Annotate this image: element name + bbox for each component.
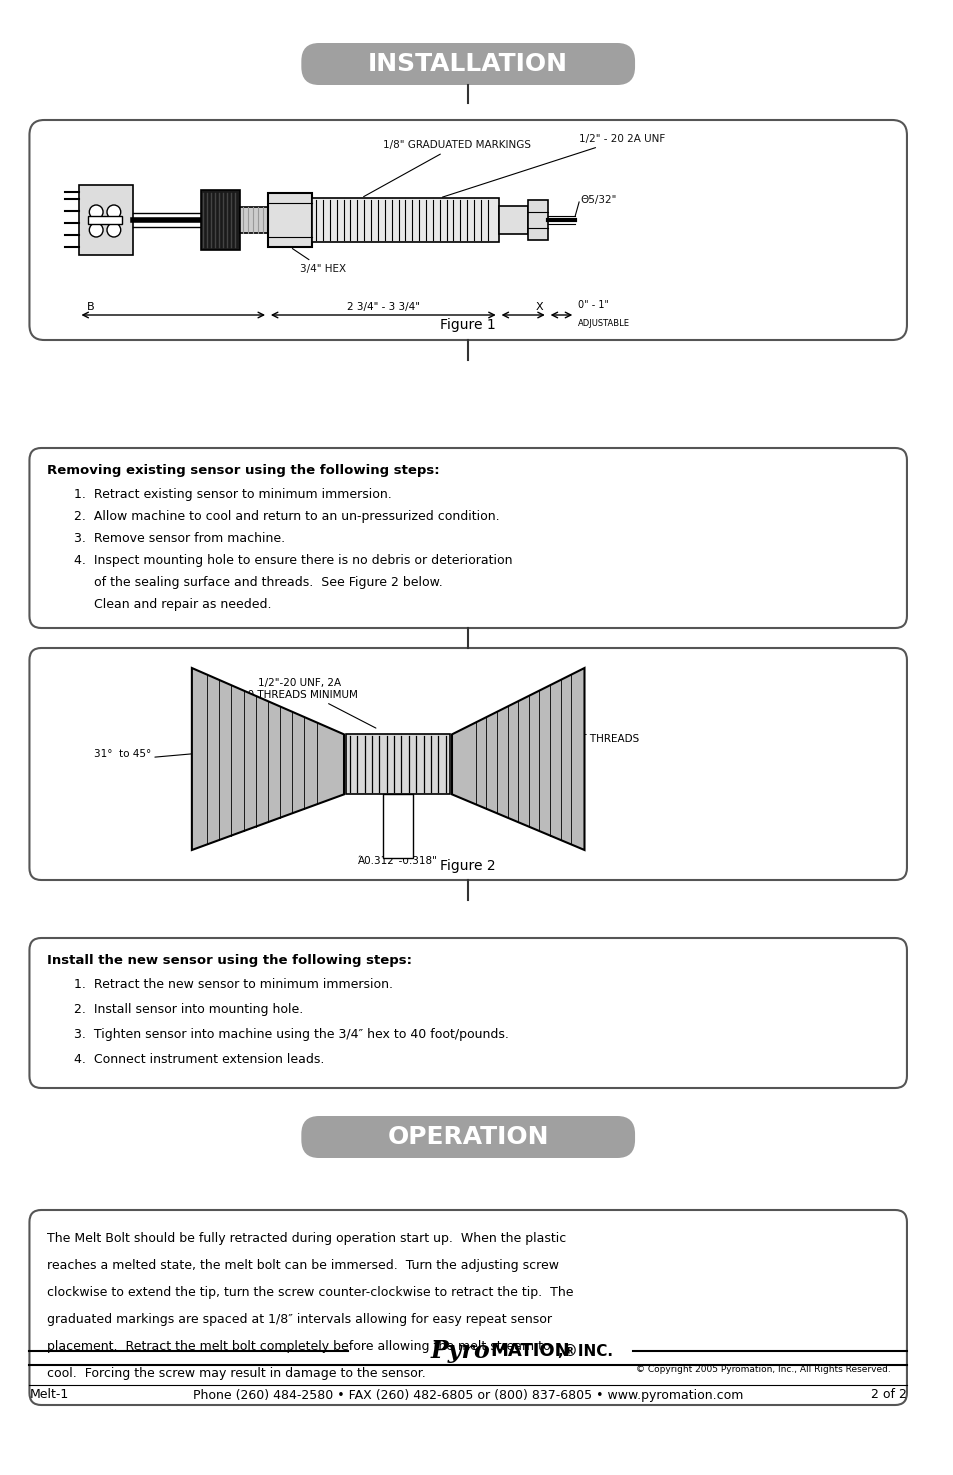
- Text: Figure 2: Figure 2: [440, 858, 496, 873]
- Text: Pyro: Pyro: [431, 1339, 490, 1363]
- Text: placement.  Retract the melt bolt completely before allowing the melt stream to: placement. Retract the melt bolt complet…: [47, 1339, 550, 1353]
- Polygon shape: [452, 668, 584, 850]
- Text: 0" - 1": 0" - 1": [578, 299, 609, 310]
- Text: 3.  Tighten sensor into machine using the 3/4″ hex to 40 foot/pounds.: 3. Tighten sensor into machine using the…: [73, 1028, 508, 1041]
- Text: 0.250": 0.250": [465, 760, 499, 770]
- FancyBboxPatch shape: [30, 938, 906, 1089]
- FancyBboxPatch shape: [30, 119, 906, 341]
- Text: 4.  Connect instrument extension leads.: 4. Connect instrument extension leads.: [73, 1053, 324, 1066]
- Text: 1/8" GRADUATED MARKINGS: 1/8" GRADUATED MARKINGS: [363, 140, 530, 196]
- Text: cool.  Forcing the screw may result in damage to the sensor.: cool. Forcing the screw may result in da…: [47, 1367, 425, 1381]
- Text: of the sealing surface and threads.  See Figure 2 below.: of the sealing surface and threads. See …: [73, 577, 442, 589]
- Bar: [78, 184, 132, 255]
- Text: Phone (260) 484-2580 • FAX (260) 482-6805 or (800) 837-6805 • www.pyromation.com: Phone (260) 484-2580 • FAX (260) 482-680…: [193, 1388, 742, 1401]
- Text: Figure 1: Figure 1: [440, 319, 496, 332]
- Text: 1/2"-20 UNF, 2A
10 THREADS MINIMUM: 1/2"-20 UNF, 2A 10 THREADS MINIMUM: [241, 678, 375, 729]
- Bar: [528, 201, 547, 240]
- Circle shape: [90, 223, 103, 237]
- Text: INSTALLATION: INSTALLATION: [368, 52, 568, 77]
- FancyBboxPatch shape: [301, 1117, 635, 1158]
- Text: clockwise to extend the tip, turn the screw counter-clockwise to retract the tip: clockwise to extend the tip, turn the sc…: [47, 1286, 573, 1299]
- Circle shape: [90, 205, 103, 218]
- FancyBboxPatch shape: [301, 43, 635, 86]
- Text: reaches a melted state, the melt bolt can be immersed.  Turn the adjusting screw: reaches a melted state, the melt bolt ca…: [47, 1260, 558, 1271]
- Bar: [498, 207, 528, 235]
- Bar: [383, 795, 413, 858]
- Text: X: X: [535, 302, 542, 313]
- Text: 2 3/4" - 3 3/4": 2 3/4" - 3 3/4": [347, 302, 419, 313]
- Bar: [346, 735, 450, 795]
- Text: B: B: [87, 302, 94, 313]
- Circle shape: [107, 205, 121, 218]
- Text: 2.  Install sensor into mounting hole.: 2. Install sensor into mounting hole.: [73, 1003, 302, 1016]
- Text: ADJUSTABLE: ADJUSTABLE: [578, 319, 630, 327]
- Text: Clean and repair as needed.: Clean and repair as needed.: [73, 597, 271, 611]
- Text: 3.  Remove sensor from machine.: 3. Remove sensor from machine.: [73, 532, 284, 544]
- Bar: [240, 207, 268, 233]
- FancyBboxPatch shape: [30, 1210, 906, 1406]
- Polygon shape: [192, 668, 344, 850]
- Bar: [89, 215, 122, 224]
- Text: graduated markings are spaced at 1/8″ intervals allowing for easy repeat sensor: graduated markings are spaced at 1/8″ in…: [47, 1313, 552, 1326]
- FancyBboxPatch shape: [30, 448, 906, 628]
- Text: Ά0.312"-0.318": Ά0.312"-0.318": [357, 855, 437, 866]
- Text: Melt-1: Melt-1: [30, 1388, 69, 1401]
- Bar: [201, 190, 240, 249]
- Text: The Melt Bolt should be fully retracted during operation start up.  When the pla: The Melt Bolt should be fully retracted …: [47, 1232, 566, 1245]
- Text: Removing existing sensor using the following steps:: Removing existing sensor using the follo…: [47, 465, 439, 476]
- Text: 1/2" - 20 2A UNF: 1/2" - 20 2A UNF: [442, 134, 664, 198]
- Text: 2.  Allow machine to cool and return to an un-pressurized condition.: 2. Allow machine to cool and return to a…: [73, 510, 498, 524]
- Text: 4.  Inspect mounting hole to ensure there is no debris or deterioration: 4. Inspect mounting hole to ensure there…: [73, 555, 512, 566]
- Text: MATION: MATION: [490, 1342, 570, 1360]
- FancyBboxPatch shape: [30, 648, 906, 881]
- Bar: [312, 198, 498, 242]
- Text: 1.  Retract existing sensor to minimum immersion.: 1. Retract existing sensor to minimum im…: [73, 488, 391, 502]
- Text: 0.100" MAX IMPERFECT THREADS: 0.100" MAX IMPERFECT THREADS: [454, 735, 639, 745]
- Text: Θ5/32": Θ5/32": [579, 195, 616, 205]
- Text: 2 of 2: 2 of 2: [870, 1388, 906, 1401]
- Text: © Copyright 2005 Pyromation, Inc., All Rights Reserved.: © Copyright 2005 Pyromation, Inc., All R…: [636, 1364, 890, 1375]
- Bar: [268, 193, 312, 246]
- Text: Install the new sensor using the following steps:: Install the new sensor using the followi…: [47, 954, 412, 968]
- Text: ,®INC.: ,®INC.: [557, 1344, 613, 1358]
- Text: 31°  to 45°: 31° to 45°: [94, 749, 152, 760]
- Text: OPERATION: OPERATION: [387, 1125, 548, 1149]
- Text: 3/4" HEX: 3/4" HEX: [292, 249, 346, 274]
- Circle shape: [107, 223, 121, 237]
- Text: 1.  Retract the new sensor to minimum immersion.: 1. Retract the new sensor to minimum imm…: [73, 978, 393, 991]
